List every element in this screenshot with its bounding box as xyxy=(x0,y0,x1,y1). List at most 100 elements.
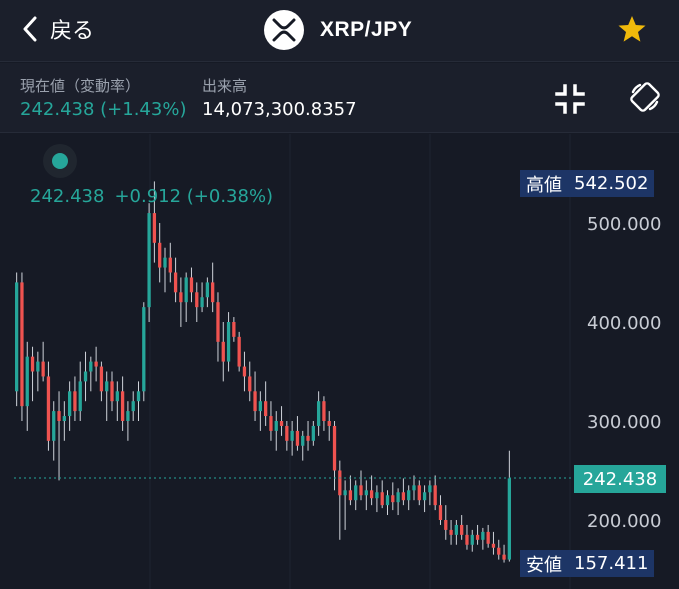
rotate-screen-icon xyxy=(628,82,662,118)
candle-body xyxy=(30,356,35,372)
candle-body xyxy=(46,376,51,441)
candle-body xyxy=(454,524,459,535)
price-value: 242.438 (+1.43%) xyxy=(20,99,187,120)
candle-body xyxy=(195,292,199,308)
candle-body xyxy=(136,391,141,402)
info-bar: 現在値（変動率） 242.438 (+1.43%) 出来高 14,073,300… xyxy=(0,63,679,133)
candle-body xyxy=(205,282,210,298)
candle-body xyxy=(322,401,326,421)
favorite-button[interactable] xyxy=(617,14,647,44)
candle-body xyxy=(189,277,194,293)
candle-body xyxy=(311,425,315,441)
high-price-tag: 高値 542.502 xyxy=(520,170,655,197)
candle-body xyxy=(290,430,294,441)
candle-body xyxy=(359,485,363,496)
pair-header: XRP/JPY xyxy=(264,10,412,50)
candle-body xyxy=(168,257,172,273)
candle-body xyxy=(152,213,157,243)
candle-body xyxy=(316,401,321,426)
candle-body xyxy=(253,391,257,412)
candle-body xyxy=(57,411,61,421)
candle-body xyxy=(147,213,151,308)
candle-body xyxy=(15,282,19,392)
volume-label: 出来高 xyxy=(202,77,248,95)
candle-body xyxy=(491,543,496,548)
candle-body xyxy=(449,529,453,535)
candle-body xyxy=(332,425,337,471)
star-icon xyxy=(617,16,647,48)
candle-body xyxy=(391,495,395,503)
candle-body xyxy=(338,470,342,496)
legend-change: +0.912 (+0.38%) xyxy=(114,186,274,207)
candle-body xyxy=(78,381,82,412)
candle-body xyxy=(274,421,278,431)
y-tick-label: 300.000 xyxy=(587,412,661,433)
high-label: 高値 xyxy=(526,174,562,196)
legend-price: 242.438 xyxy=(30,186,105,207)
candle-body xyxy=(295,430,300,446)
candle-body xyxy=(269,416,273,431)
back-button[interactable]: 戻る xyxy=(22,10,94,48)
candle-body xyxy=(226,322,231,362)
candle-body xyxy=(211,282,215,303)
candle-body xyxy=(354,485,358,501)
candle-body xyxy=(248,376,252,392)
candle-body xyxy=(20,282,24,407)
candle-body xyxy=(401,492,406,501)
candle-body xyxy=(264,401,268,417)
candle-body xyxy=(481,531,485,540)
candle-body xyxy=(364,490,368,496)
candle-body xyxy=(396,492,400,503)
candle-body xyxy=(94,361,98,367)
candle-body xyxy=(412,485,416,491)
candle-body xyxy=(99,366,104,392)
high-value: 542.502 xyxy=(574,173,649,194)
y-tick-label: 200.000 xyxy=(587,511,661,532)
ohlc-legend: 242.438 +0.912 (+0.38%) xyxy=(30,186,273,207)
candle-body xyxy=(179,292,183,303)
indicator-toggle[interactable] xyxy=(43,144,77,178)
candle-body xyxy=(343,490,347,496)
candle-body xyxy=(200,297,204,308)
candle-body xyxy=(36,361,40,372)
candle-body xyxy=(433,485,437,506)
candle-body xyxy=(258,401,262,412)
candle-body xyxy=(41,361,45,377)
rotate-screen-button[interactable] xyxy=(628,80,662,114)
candle-body xyxy=(475,534,480,540)
y-tick-label: 400.000 xyxy=(587,313,661,334)
candle-body xyxy=(242,366,247,377)
current-price-tag: 242.438 xyxy=(574,465,666,493)
candle-body xyxy=(380,492,384,506)
candle-body xyxy=(428,485,432,493)
candle-body xyxy=(221,341,225,362)
candle-body xyxy=(369,490,374,499)
volume-value: 14,073,300.8357 xyxy=(202,99,357,120)
candle-body xyxy=(83,371,88,382)
candle-body xyxy=(105,381,109,392)
candle-body xyxy=(25,356,29,407)
exit-fullscreen-icon xyxy=(554,84,586,119)
candle-body xyxy=(407,490,411,501)
y-tick-label: 500.000 xyxy=(587,214,661,235)
candle-body xyxy=(115,391,119,402)
candle-body xyxy=(173,272,178,293)
candle-body xyxy=(507,478,511,560)
candle-body xyxy=(126,411,130,421)
candle-body xyxy=(301,435,305,446)
back-label: 戻る xyxy=(50,19,95,44)
low-label: 安値 xyxy=(526,554,562,576)
exit-fullscreen-button[interactable] xyxy=(554,83,586,115)
indicator-dot-icon xyxy=(52,153,68,169)
candle-body xyxy=(385,495,390,506)
candle-body xyxy=(237,336,241,367)
candle-body xyxy=(285,425,289,441)
candle-body xyxy=(279,421,284,426)
price-label: 現在値（変動率） xyxy=(20,77,141,95)
low-value: 157.411 xyxy=(574,553,649,574)
candle-body xyxy=(120,391,125,421)
candle-body xyxy=(142,307,146,392)
candle-body xyxy=(131,401,135,412)
candle-body xyxy=(497,547,501,555)
